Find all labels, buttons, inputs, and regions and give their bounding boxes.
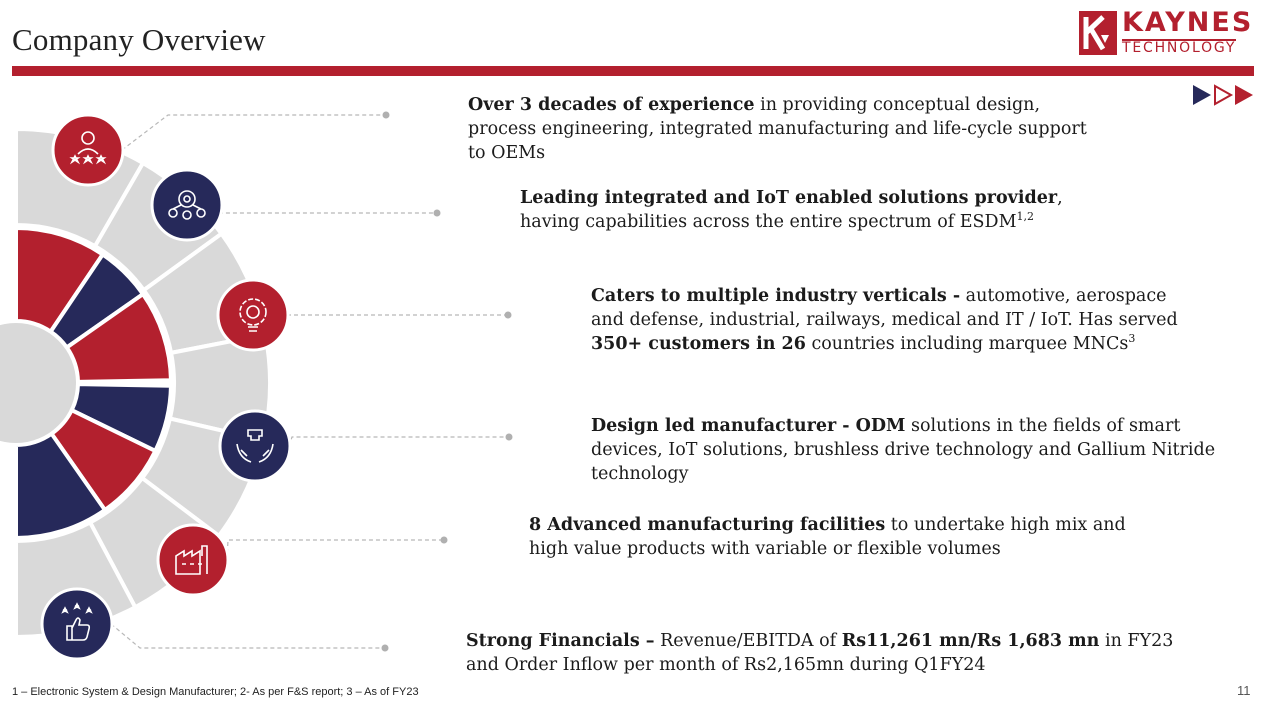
leader-dot [440,536,448,544]
leader-dot [504,311,512,319]
item-text-part: 3 [1128,332,1136,346]
item-text-part: Design led manufacturer - ODM [591,416,906,436]
item-text-part: in FY23 and Order Inflow per month of Rs… [466,631,1174,675]
leader-line [226,539,444,561]
leader-line [288,436,509,447]
overview-item-facilities: 8 Advanced manufacturing facilities to u… [529,513,1149,561]
item-text-part: Leading integrated and IoT enabled solut… [520,188,1058,208]
inner-segment [14,225,106,335]
item-text-part: , having capabilities across the entire … [520,188,1063,232]
title-underline [12,66,1254,76]
item-text-part: Revenue/EBITDA of [654,631,842,651]
item-text-part: 350+ customers in 26 [591,334,806,354]
inner-segment [64,291,174,384]
inner-segment [48,407,158,513]
item-text-part: solutions in the fields of smart devices… [591,416,1216,484]
lightbulb-gear-icon [216,278,290,352]
hands-puzzle-icon [218,409,292,483]
logo-subtitle: TECHNOLOGY [1122,39,1237,56]
logo-mark-icon [1079,11,1117,55]
item-text-part: Over 3 decades of experience [468,95,755,115]
leader-dot [433,209,441,217]
item-text-part: Caters to multiple industry verticals - [591,286,961,306]
leader-line [110,623,385,649]
item-text-part: in providing conceptual design, process … [468,95,1087,163]
inner-segment [14,431,108,541]
item-text-part: countries including marquee MNCs [805,334,1129,354]
people-network-icon [150,168,224,242]
page-title: Company Overview [12,22,266,57]
item-text-part: 8 Advanced manufacturing facilities [529,515,886,535]
person-stars-icon [51,113,125,187]
inner-segment [47,251,146,351]
overview-item-experience: Over 3 decades of experience in providin… [468,93,1108,165]
page-number: 11 [1237,683,1251,698]
leader-line [219,204,437,214]
overview-item-odm: Design led manufacturer - ODM solutions … [591,414,1231,486]
overview-item-financials: Strong Financials – Revenue/EBITDA of Rs… [466,629,1186,677]
thumbs-up-stars-icon [40,587,114,661]
inner-segment [69,382,174,454]
item-text-part: automotive, aerospace and defense, indus… [591,286,1178,330]
leader-dot [381,644,389,652]
footnote: 1 – Electronic System & Design Manufactu… [12,686,419,698]
item-text-part: to undertake high mix and high value pro… [529,515,1126,559]
leader-dot [505,433,513,441]
logo-name: KAYNES [1122,7,1254,38]
item-text-part: Strong Financials – [466,631,655,651]
leader-dot [382,111,390,119]
leader-line [121,114,386,151]
overview-item-industry-verticals: Caters to multiple industry verticals - … [591,284,1191,356]
wheel-hub [0,323,76,443]
play-arrows-icon [1193,84,1253,106]
item-text-part: Rs11,261 mn/Rs 1,683 mn [841,631,1100,651]
item-text-part: 1,2 [1016,210,1035,224]
factory-icon [156,523,230,597]
company-logo: KAYNES TECHNOLOGY [1079,7,1255,56]
overview-item-iot-solutions: Leading integrated and IoT enabled solut… [520,186,1110,234]
